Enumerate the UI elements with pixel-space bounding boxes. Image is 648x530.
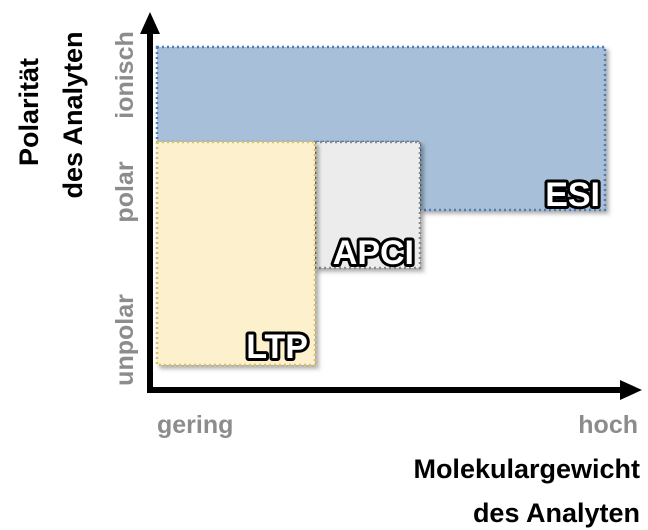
x-title: Molekulargewicht [413,454,640,484]
y-label: unpolar [111,294,139,386]
y-label: ionisch [111,31,139,119]
x-arrow [620,380,642,400]
region-label: ESI [545,176,600,214]
x-label: gering [157,411,233,439]
apci-region [313,140,422,270]
ltp-region [155,140,317,367]
y-arrow [140,12,160,34]
region-label: LTP [246,328,308,366]
y-label: polar [111,161,139,222]
x-label: hoch [578,411,638,439]
y-title: Polarität [14,58,44,166]
region-label: APCI [333,234,414,272]
x-title: des Analyten [473,498,640,528]
y-title: des Analyten [58,31,88,198]
